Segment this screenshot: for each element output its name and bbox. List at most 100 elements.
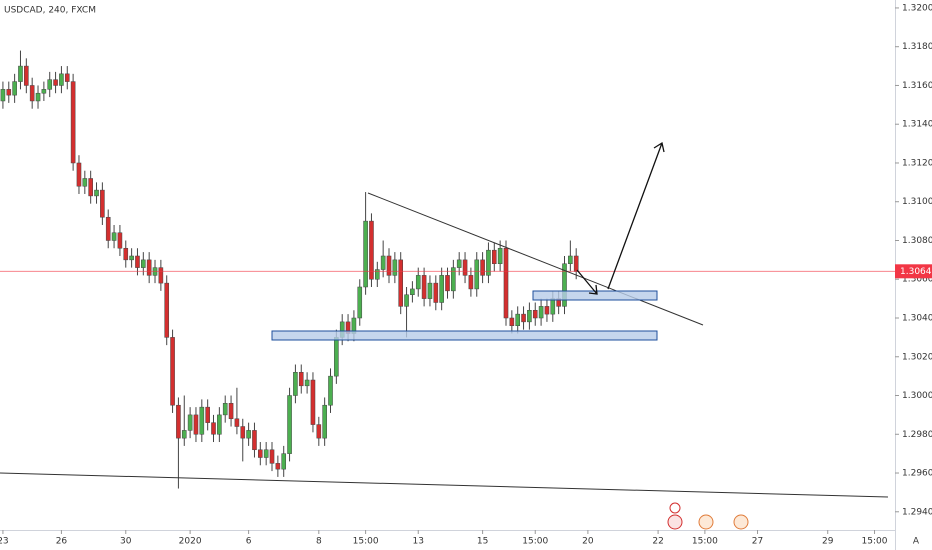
candle-body	[205, 406, 210, 423]
candle-body	[386, 255, 392, 276]
y-tick-label: 1.29400	[902, 507, 932, 517]
x-tick-label: 27	[752, 537, 763, 547]
x-tick-label: 30	[120, 537, 132, 547]
arrow	[576, 269, 598, 295]
y-tick-label: 1.29800	[902, 430, 932, 440]
candle-body	[568, 255, 573, 264]
event-icon	[698, 514, 714, 530]
candle-body	[404, 294, 409, 307]
candle-body	[363, 220, 368, 288]
event-icon	[733, 514, 749, 530]
x-tick-label: 6	[246, 537, 252, 547]
candle-body	[492, 249, 497, 264]
candle-body	[328, 375, 333, 406]
candle-body	[59, 73, 64, 86]
candle-body	[193, 414, 199, 435]
candle-body	[527, 309, 532, 323]
candle-body	[234, 418, 240, 427]
y-tick-label: 1.31400	[902, 120, 932, 130]
last-price-box	[895, 264, 932, 279]
candle-body	[258, 449, 263, 458]
candle-body	[369, 220, 374, 280]
x-tick-label: 26	[56, 537, 68, 547]
candle-body	[427, 282, 433, 299]
candle-body	[275, 463, 281, 470]
candle-body	[298, 372, 304, 387]
auto-scale-button[interactable]: A	[913, 537, 920, 547]
candle-body	[532, 309, 538, 319]
candle-body	[293, 372, 298, 396]
y-tick-label: 1.30800	[902, 236, 932, 246]
candle-body	[100, 189, 105, 218]
candle-body	[41, 89, 47, 94]
trend-line	[367, 192, 704, 326]
x-tick-label: 8	[316, 537, 322, 547]
candle-body	[281, 453, 287, 470]
candle-body	[117, 232, 123, 249]
last-price-label: 1.30641	[900, 267, 932, 277]
x-tick-label: 15:00	[692, 537, 718, 547]
drawings	[0, 141, 889, 498]
candle-body	[392, 259, 398, 276]
candle-body	[246, 430, 251, 439]
candle-body	[47, 79, 53, 90]
x-tick-label: 29	[822, 537, 834, 547]
candle-body	[222, 403, 228, 416]
candle-body	[410, 288, 415, 295]
candle-body	[181, 430, 187, 439]
candle-body	[562, 263, 567, 307]
candle-body	[304, 379, 310, 387]
candle-body	[445, 275, 450, 292]
y-tick-label: 1.31200	[902, 158, 932, 168]
candle-body	[503, 247, 509, 319]
candle-body	[421, 275, 427, 299]
candle-body	[217, 414, 222, 435]
candle-body	[486, 249, 491, 276]
y-tick-label: 1.30200	[902, 352, 932, 362]
candle-body	[135, 255, 140, 268]
candle-body	[468, 275, 474, 290]
candle-body	[211, 422, 216, 435]
candle-body	[170, 337, 175, 406]
y-tick-label: 1.30000	[902, 391, 932, 401]
candle-body	[76, 162, 82, 187]
candle-body	[252, 430, 257, 451]
candle-body	[187, 414, 193, 431]
candle-body	[53, 79, 58, 86]
candle-body	[538, 306, 544, 319]
candle-body	[357, 286, 363, 319]
x-tick-label: 23	[0, 537, 9, 547]
candle-body	[88, 178, 93, 197]
candle-body	[480, 259, 485, 276]
candle-body	[111, 232, 117, 241]
candle-body	[176, 404, 181, 439]
candle-body	[146, 259, 152, 276]
candle-body	[433, 282, 439, 303]
event-icon	[669, 502, 681, 514]
candle-body	[462, 259, 468, 276]
y-tick-label: 1.32000	[902, 3, 932, 13]
chart-title: USDCAD, 240, FXCM	[4, 6, 96, 16]
candle-body	[398, 259, 404, 307]
trend-line	[0, 472, 889, 498]
candle-body	[521, 313, 526, 323]
candle-body	[18, 65, 23, 82]
candle-body	[375, 269, 380, 280]
candle-body	[164, 282, 170, 338]
candle-body	[105, 216, 111, 241]
candle-body	[263, 449, 269, 458]
candle-body	[415, 275, 421, 290]
candle-body	[497, 247, 503, 264]
x-tick-label: 13	[413, 537, 424, 547]
candle-body	[123, 247, 129, 261]
candle-body	[322, 404, 327, 439]
candle-body	[439, 275, 444, 303]
y-tick-label: 1.31800	[902, 42, 932, 52]
x-tick-label: 20	[582, 537, 594, 547]
x-tick-label: 15	[477, 537, 488, 547]
candle-body	[456, 259, 462, 268]
arrow	[607, 141, 665, 290]
candle-body	[70, 81, 76, 164]
candle-body	[82, 178, 88, 187]
